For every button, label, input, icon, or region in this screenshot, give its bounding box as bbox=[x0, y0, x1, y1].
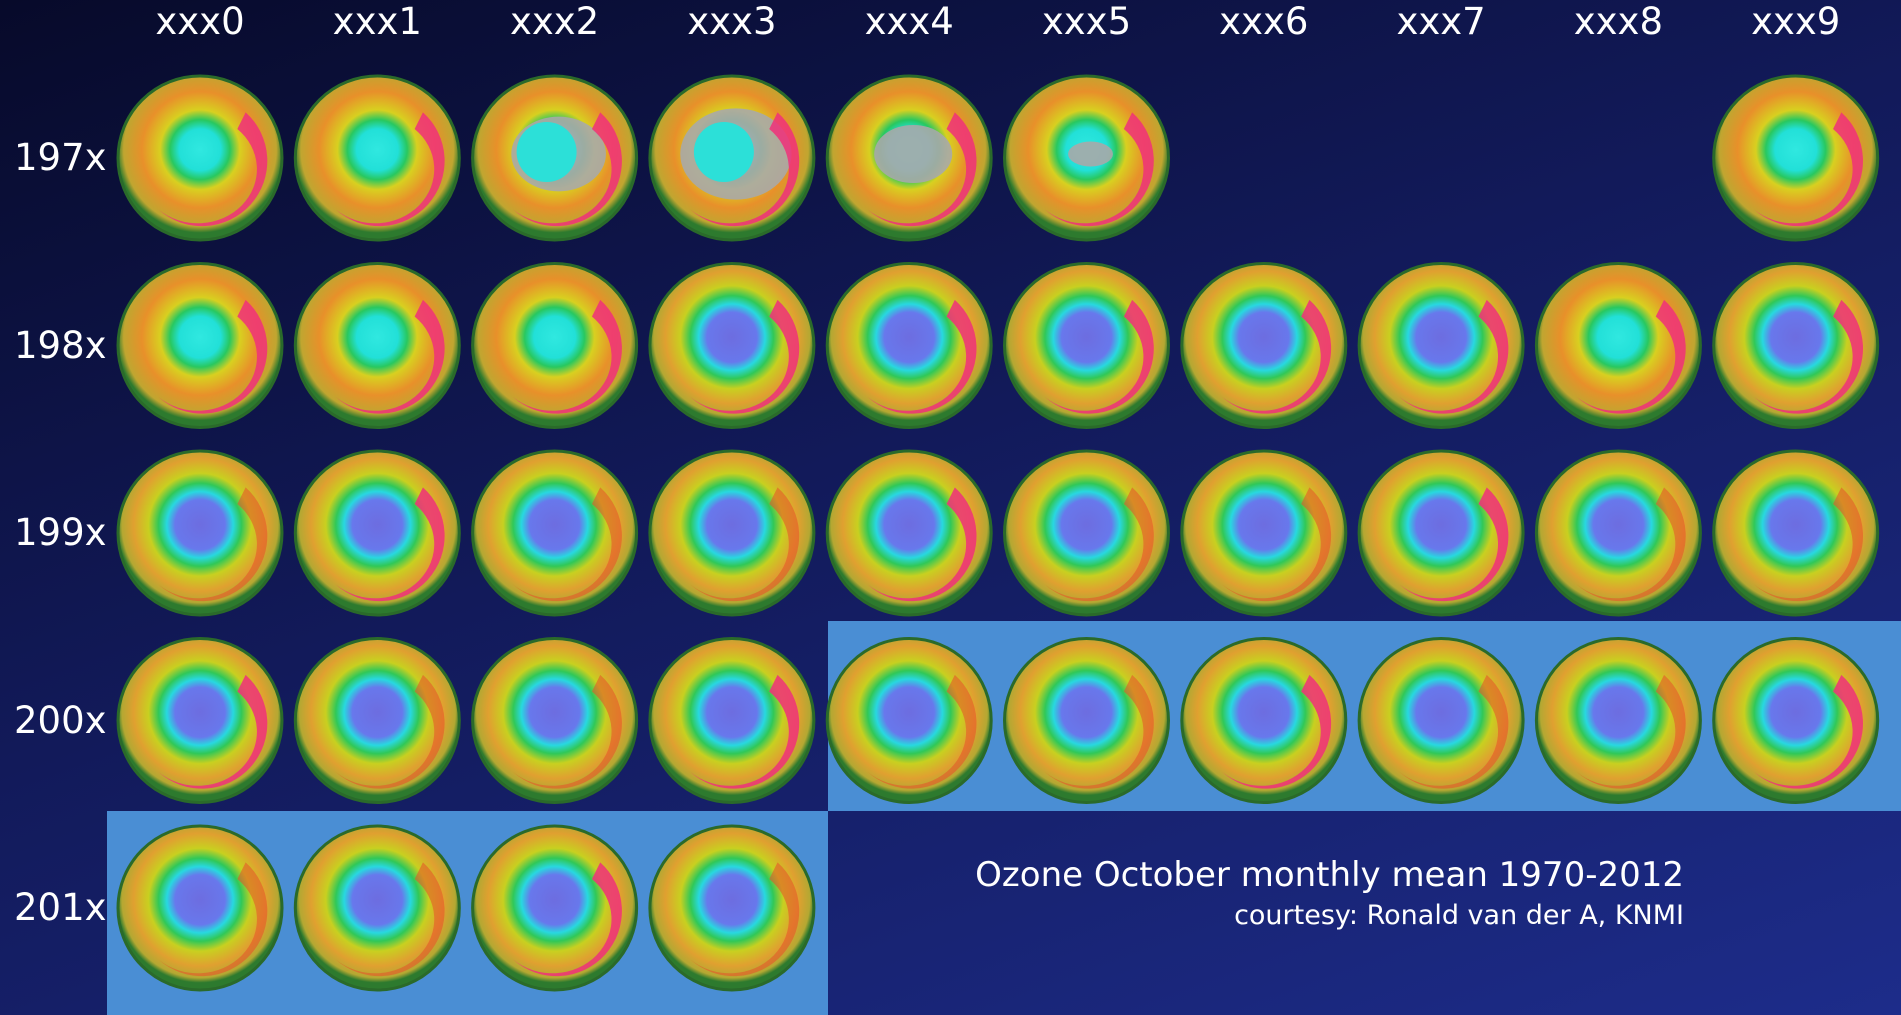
column-label: xxx8 bbox=[1538, 0, 1698, 44]
missing-data bbox=[874, 125, 952, 183]
row-label: 201x bbox=[14, 886, 107, 930]
column-label: xxx4 bbox=[829, 0, 989, 44]
row-label: 199x bbox=[14, 511, 107, 555]
column-label: xxx0 bbox=[120, 0, 280, 44]
column-label: xxx7 bbox=[1361, 0, 1521, 44]
column-label: xxx9 bbox=[1716, 0, 1876, 44]
row-label: 200x bbox=[14, 699, 107, 743]
row-label: 197x bbox=[14, 136, 107, 180]
slide: Ozone October monthly mean 1970-2012 cou… bbox=[0, 0, 1901, 1015]
column-label: xxx1 bbox=[297, 0, 457, 44]
caption-title: Ozone October monthly mean 1970-2012 bbox=[975, 855, 1684, 895]
row-label: 198x bbox=[14, 324, 107, 368]
column-label: xxx2 bbox=[475, 0, 635, 44]
ozone-core bbox=[517, 122, 577, 182]
caption-credit: courtesy: Ronald van der A, KNMI bbox=[1234, 900, 1684, 931]
column-label: xxx5 bbox=[1007, 0, 1167, 44]
ozone-core bbox=[694, 122, 754, 182]
column-label: xxx3 bbox=[652, 0, 812, 44]
missing-data bbox=[1068, 142, 1113, 167]
column-label: xxx6 bbox=[1184, 0, 1344, 44]
